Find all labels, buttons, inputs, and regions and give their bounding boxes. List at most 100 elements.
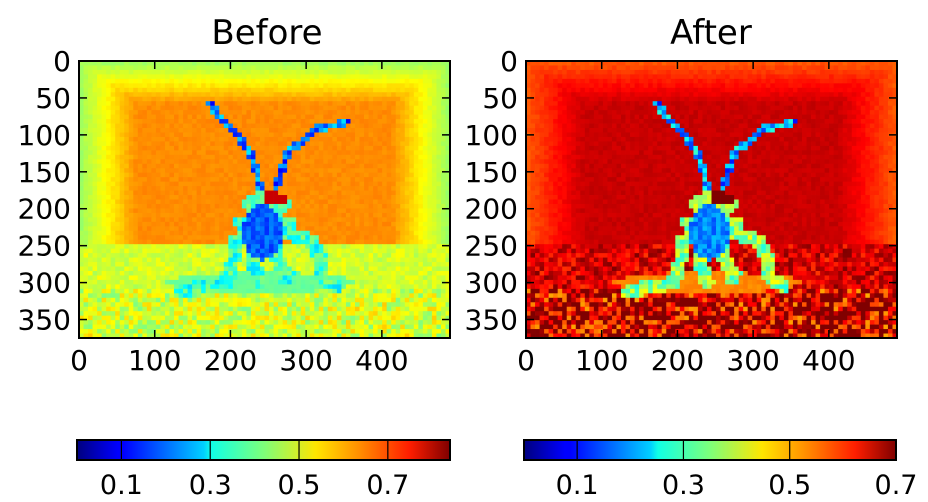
heatmap-cell [219, 92, 225, 98]
heatmap-cell [255, 293, 261, 299]
heatmap-cell [323, 136, 329, 142]
heatmap-cell [278, 145, 283, 151]
heatmap-cell [440, 288, 446, 294]
heatmap-cell [296, 181, 302, 187]
heatmap-cell [219, 279, 225, 285]
heatmap-cell [269, 78, 274, 84]
heatmap-cell [169, 302, 175, 308]
heatmap-cell [278, 257, 283, 263]
heatmap-cell [341, 150, 347, 156]
heatmap-cell [142, 83, 148, 89]
heatmap-cell [106, 212, 112, 218]
heatmap-cell [409, 320, 415, 325]
heatmap-cell [364, 110, 369, 116]
heatmap-cell [174, 302, 179, 308]
heatmap-cell [255, 302, 261, 308]
heatmap-cell [318, 163, 324, 169]
heatmap-cell [269, 168, 274, 174]
heatmap-cell [327, 136, 333, 142]
heatmap-cell [219, 190, 225, 196]
heatmap-cell [323, 329, 329, 334]
heatmap-cell [436, 96, 442, 102]
heatmap-cell [350, 92, 356, 98]
heatmap-cell [142, 217, 148, 223]
heatmap-cell [210, 87, 216, 93]
panel-before: Before 0 100 200 300 40005010015020025030035… [18, 13, 451, 377]
heatmap-cell [377, 136, 383, 142]
heatmap-cell [79, 190, 84, 196]
heatmap-cell [137, 248, 143, 254]
heatmap-cell [128, 195, 134, 200]
heatmap-cell [400, 275, 406, 281]
heatmap-cell [431, 212, 437, 218]
heatmap-cell [237, 195, 243, 200]
heatmap-cell [259, 329, 265, 334]
heatmap-cell [174, 320, 179, 325]
heatmap-cell [368, 145, 374, 151]
heatmap-cell [88, 208, 93, 214]
heatmap-cell [287, 78, 293, 84]
heatmap-cell [332, 141, 338, 147]
heatmap-cell [169, 226, 175, 232]
heatmap-cell [427, 61, 433, 66]
heatmap-cell [305, 181, 311, 187]
heatmap-cell [151, 257, 157, 263]
heatmap-cell [287, 96, 293, 102]
heatmap-cell [368, 279, 374, 285]
heatmap-cell [246, 257, 252, 263]
heatmap-cell [359, 230, 365, 236]
heatmap-cell [97, 311, 103, 317]
heatmap-cell [386, 74, 392, 80]
heatmap-cell [300, 163, 306, 169]
heatmap-cell [128, 279, 134, 285]
heatmap-cell [110, 119, 116, 124]
heatmap-cell [287, 288, 293, 294]
heatmap-cell [164, 293, 170, 299]
heatmap-cell [106, 145, 112, 151]
heatmap-cell [445, 65, 451, 71]
heatmap-cell [368, 284, 374, 290]
heatmap-cell [305, 293, 311, 299]
heatmap-cell [151, 320, 157, 325]
heatmap-cell [259, 136, 265, 142]
heatmap-cell [119, 253, 125, 258]
heatmap-cell [142, 114, 148, 120]
heatmap-cell [232, 302, 238, 308]
heatmap-cell [205, 119, 211, 124]
heatmap-cell [296, 199, 302, 205]
heatmap-cell [422, 105, 428, 111]
heatmap-cell [377, 324, 383, 330]
heatmap-cell [373, 119, 379, 124]
heatmap-cell [133, 114, 139, 120]
heatmap-cell [332, 181, 338, 187]
heatmap-cell [92, 248, 98, 254]
heatmap-cell [196, 110, 202, 116]
heatmap-cell [255, 132, 261, 138]
heatmap-cell [309, 288, 315, 294]
heatmap-cell [178, 195, 184, 200]
heatmap-cell [300, 83, 306, 89]
heatmap-cell [164, 275, 170, 281]
heatmap-cell [237, 275, 243, 281]
heatmap-cell [323, 119, 329, 124]
heatmap-cell [160, 154, 166, 160]
heatmap-cell [92, 217, 98, 223]
heatmap-cell [278, 239, 283, 245]
heatmap-cell [382, 199, 388, 205]
heatmap-cell [314, 302, 320, 308]
heatmap-cell [264, 132, 270, 138]
heatmap-cell [183, 110, 188, 116]
heatmap-cell [119, 101, 125, 107]
heatmap-cell [246, 141, 252, 147]
heatmap-cell [336, 123, 342, 129]
heatmap-cell [305, 235, 311, 241]
heatmap-cell [269, 315, 274, 321]
heatmap-cell [395, 293, 401, 299]
heatmap-cell [300, 61, 306, 66]
heatmap-cell [409, 217, 415, 223]
heatmap-cell [318, 181, 324, 187]
heatmap-cell [133, 190, 139, 196]
heatmap-cell [345, 78, 351, 84]
heatmap-cell [183, 195, 188, 200]
heatmap-cell [418, 154, 424, 160]
